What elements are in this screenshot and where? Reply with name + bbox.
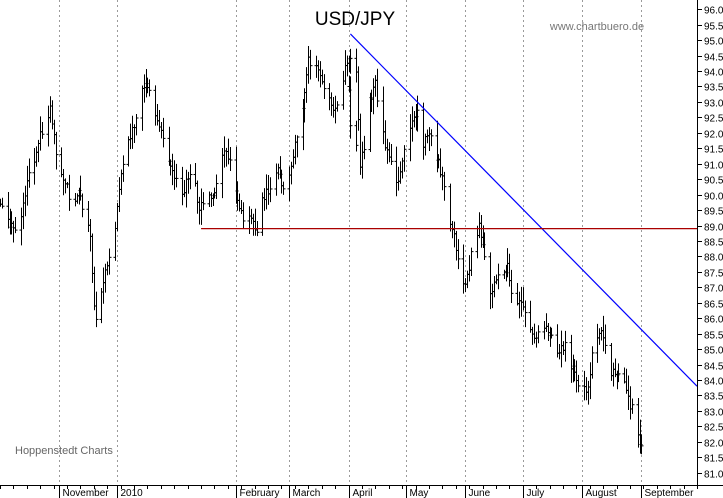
chart-title: USD/JPY — [315, 9, 396, 30]
y-tick-label: 91.5 — [704, 145, 723, 156]
y-tick-label: 86.0 — [704, 315, 723, 326]
y-tick-label: 85.0 — [704, 346, 723, 357]
y-tick-label: 89.0 — [704, 223, 723, 234]
x-month-label: November — [63, 488, 110, 498]
x-month-label: May — [410, 488, 429, 498]
x-month-label: March — [293, 488, 321, 498]
y-tick-label: 92.0 — [704, 130, 723, 141]
y-tick-label: 87.5 — [704, 269, 723, 280]
y-tick-label: 82.5 — [704, 423, 723, 434]
y-axis-ticks: 96.0 95.5 95.0 94.5 94.0 93.5 93.0 92.5 92.0 91.5… — [697, 6, 723, 481]
x-month-label: June — [469, 488, 491, 498]
y-tick-label: 90.0 — [704, 192, 723, 203]
y-tick-label: 91.0 — [704, 161, 723, 172]
y-tick-label: 86.5 — [704, 300, 723, 311]
y-tick-label: 94.0 — [704, 68, 723, 79]
y-tick-label: 88.0 — [704, 253, 723, 264]
source-note: Hoppenstedt Charts — [15, 445, 113, 457]
y-tick-label: 93.5 — [704, 83, 723, 94]
y-tick-label: 81.0 — [704, 470, 723, 481]
y-tick-label: 83.5 — [704, 392, 723, 403]
y-tick-label: 81.5 — [704, 454, 723, 465]
y-tick-label: 84.5 — [704, 362, 723, 373]
y-tick-label: 82.0 — [704, 439, 723, 450]
watermark-text: www.chartbuero.de — [549, 21, 644, 33]
x-month-label: September — [645, 488, 695, 498]
y-tick-label: 96.0 — [704, 6, 723, 17]
downtrend-line — [349, 33, 698, 387]
x-month-label: February — [240, 488, 280, 498]
trendlines — [201, 33, 698, 387]
x-month-label: 2010 — [121, 488, 144, 498]
y-tick-label: 87.0 — [704, 284, 723, 295]
y-tick-label: 90.5 — [704, 176, 723, 187]
x-month-label: April — [353, 488, 373, 498]
x-month-label: July — [527, 488, 545, 498]
y-tick-label: 93.0 — [704, 99, 723, 110]
axes — [0, 0, 723, 486]
x-month-label: August — [586, 488, 617, 498]
y-tick-label: 85.5 — [704, 331, 723, 342]
y-tick-label: 84.0 — [704, 377, 723, 388]
y-tick-label: 95.5 — [704, 22, 723, 33]
y-tick-label: 89.5 — [704, 207, 723, 218]
y-tick-label: 94.5 — [704, 53, 723, 64]
y-tick-label: 92.5 — [704, 114, 723, 125]
price-bars — [0, 45, 644, 455]
y-tick-label: 95.0 — [704, 37, 723, 48]
x-axis-ticks: November 2010 February March April May June Jul… — [0, 485, 698, 498]
y-tick-label: 83.0 — [704, 408, 723, 419]
y-tick-label: 88.5 — [704, 238, 723, 249]
